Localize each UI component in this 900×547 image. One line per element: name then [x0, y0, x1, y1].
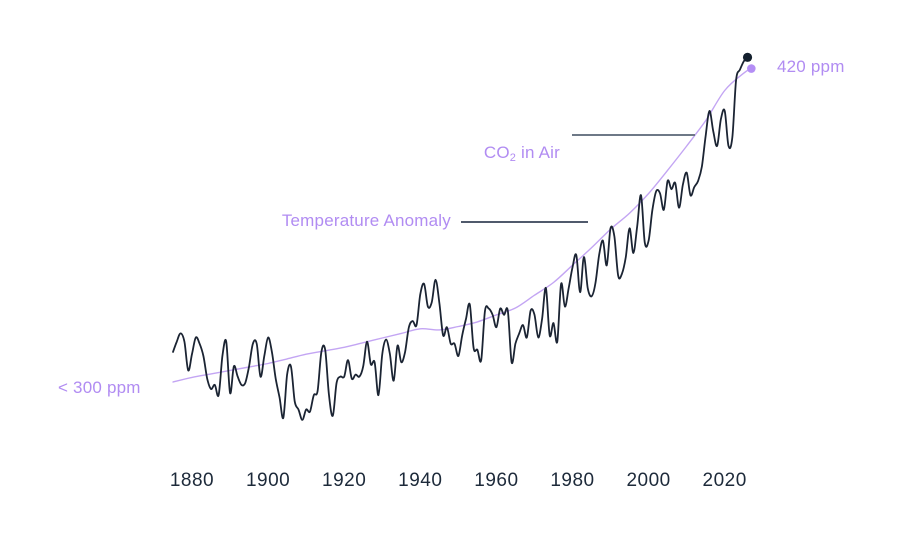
co2-label-subscript: 2: [509, 152, 517, 164]
co2-line: [172, 67, 752, 383]
co2-end-value-label: 420 ppm: [777, 57, 845, 76]
co2-series-label: CO2 in Air: [464, 123, 560, 188]
co2-end-dot: [747, 64, 756, 73]
temp-end-dot: [742, 52, 753, 62]
co2-label-suffix: in Air: [516, 143, 560, 162]
co2-start-value-label: < 300 ppm: [58, 378, 141, 397]
temperature-series-label: Temperature Anomaly: [281, 211, 451, 230]
co2-label-prefix: CO: [483, 143, 510, 162]
temperature-line: [172, 56, 749, 421]
